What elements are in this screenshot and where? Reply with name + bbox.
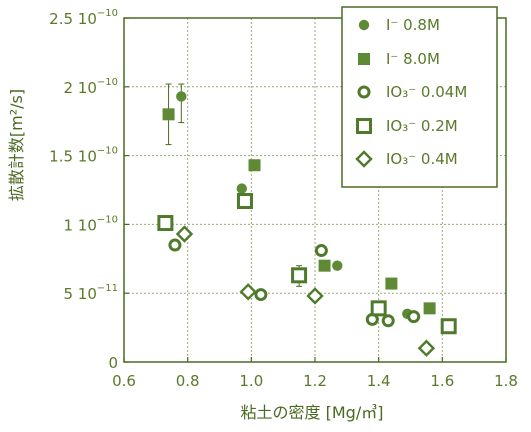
data-point-series-0 xyxy=(332,260,343,271)
data-point-series-3 xyxy=(236,193,253,210)
data-point-series-1 xyxy=(162,108,175,121)
data-point-series-3 xyxy=(157,215,174,232)
axes xyxy=(123,17,507,363)
legend-marker-3 xyxy=(356,118,372,134)
x-tick-label: 0.6 xyxy=(112,372,136,390)
x-axis-title: 粘土の密度 [Mg/㎥] xyxy=(241,403,384,422)
legend-markers xyxy=(355,19,373,168)
data-point-series-2 xyxy=(381,314,395,328)
y-axis-title: 拡散計数[m²/s] xyxy=(7,89,26,201)
data-point-series-1 xyxy=(248,159,261,172)
data-point-series-1 xyxy=(423,302,436,315)
legend-marker-2 xyxy=(357,85,371,99)
data-point-series-0 xyxy=(176,91,187,102)
y-tick-label: 0 xyxy=(108,354,118,372)
legend-marker-4 xyxy=(355,150,373,168)
data-point-series-2 xyxy=(407,310,421,324)
data-point-series-3 xyxy=(291,267,308,284)
x-tick-label: 1.4 xyxy=(367,372,391,390)
y-tick-label: 1.5 10−10 xyxy=(49,146,118,166)
data-point-series-0 xyxy=(236,183,247,194)
legend-marker-0 xyxy=(358,19,370,31)
y-tick-label: 1 10−10 xyxy=(63,214,118,234)
data-point-series-2 xyxy=(254,288,268,302)
x-tick-label: 0.8 xyxy=(176,372,200,390)
legend-marker-1 xyxy=(358,53,370,65)
x-tick-label: 1.2 xyxy=(303,372,327,390)
legend: I⁻ 0.8M I⁻ 8.0M IO₃⁻ 0.04M IO₃⁻ 0.2M IO₃… xyxy=(341,6,498,188)
data-point-series-3 xyxy=(370,300,387,317)
data-point-series-2 xyxy=(168,238,182,252)
legend-label-1: I⁻ 8.0M xyxy=(386,50,440,68)
legend-label-2: IO₃⁻ 0.04M xyxy=(386,83,467,101)
data-point-series-4 xyxy=(239,283,257,301)
x-tick-label: 1.0 xyxy=(239,372,263,390)
y-tick-label: 2 10−10 xyxy=(63,77,118,97)
x-tick-label: 1.6 xyxy=(430,372,454,390)
y-tick-label: 5 10−11 xyxy=(63,283,118,303)
legend-label-3: IO₃⁻ 0.2M xyxy=(386,117,458,135)
y-tick-label: 2.5 10−10 xyxy=(49,8,118,28)
legend-label-0: I⁻ 0.8M xyxy=(386,16,440,34)
legend-label-4: IO₃⁻ 0.4M xyxy=(386,150,458,168)
data-point-series-2 xyxy=(314,244,328,258)
x-tick-label: 1.8 xyxy=(494,372,518,390)
data-point-series-4 xyxy=(306,287,324,305)
tick-labels: 0.6 0.8 1.0 1.2 1.4 1.6 1.8 0 5 10−11 1 10−10 1.5 … xyxy=(49,8,518,390)
data-point-series-4 xyxy=(417,339,436,357)
data-point-series-1 xyxy=(385,277,398,290)
data-point-series-4 xyxy=(175,225,194,243)
data-points xyxy=(157,83,457,357)
data-point-series-1 xyxy=(318,259,331,272)
data-point-series-3 xyxy=(440,318,457,335)
